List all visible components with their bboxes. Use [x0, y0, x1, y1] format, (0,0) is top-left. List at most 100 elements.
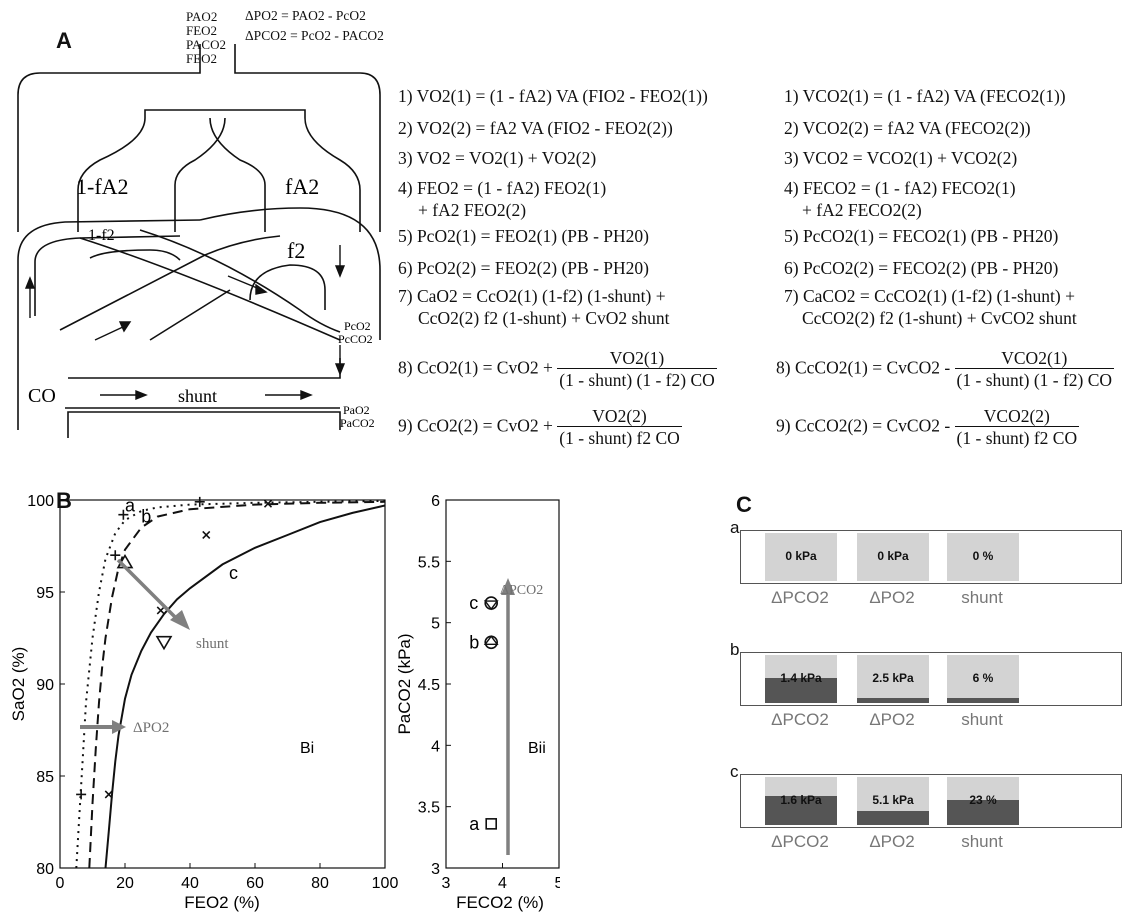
- c-bar-value: 6 %: [972, 671, 994, 685]
- c-bar-value: 5.1 kPa: [872, 793, 914, 807]
- delta-pco2-def: ΔPCO2 = PcO2 - PACO2: [245, 28, 384, 43]
- bi-y-tick-label: 95: [36, 585, 54, 602]
- bi-marker-plus: [110, 550, 121, 561]
- c-bar-name: shunt: [961, 588, 1003, 607]
- o2-eq-4: 4) FEO2 = (1 - fA2) FEO2(1): [398, 178, 607, 198]
- bi-frame: [59, 499, 386, 869]
- c-bar-fill: [857, 810, 929, 825]
- c-bar-bg: 6 %: [947, 655, 1019, 703]
- bii-y-tick-label: 3.5: [418, 800, 440, 817]
- c-bar-bg: 2.5 kPa: [857, 655, 929, 703]
- bii-frame: [445, 499, 560, 869]
- co2-eq-7: 7) CaCO2 = CcCO2(1) (1-f2) (1-shunt) +: [784, 286, 1075, 306]
- bii-panel-tag: Bii: [528, 740, 546, 757]
- bi-y-tick-label: 85: [36, 769, 54, 786]
- top-gas-labels: PAO2 FEO2 PACO2 FEO2: [186, 10, 226, 66]
- bii-x-tick-label: 3: [442, 875, 451, 892]
- bii-y-tick-label: 4: [431, 738, 440, 755]
- c-bar-value: 1.6 kPa: [780, 793, 822, 807]
- label-pao2: PAO2: [186, 9, 218, 24]
- bi-marker-cross: [156, 606, 165, 615]
- delta-po2-annotation: ΔPO2: [133, 720, 169, 736]
- bi-y-tick-label: 90: [36, 677, 54, 694]
- bi-x-axis-label: FEO2 (%): [184, 893, 260, 912]
- c-row-label-b: b: [730, 640, 740, 659]
- co2-eq-4-cont: + fA2 FECO2(2): [802, 200, 922, 220]
- c-row-box-a: 0 kPa 0 kPa 0 %: [740, 530, 1122, 584]
- chart-bi: 0 20 40 60 80 100 80 85 90 95 100 FEO2 (%) SaO2 (%…: [9, 493, 398, 912]
- c-row-box-c: 1.6 kPa 5.1 kPa 23 %: [740, 774, 1122, 828]
- co2-eq-4: 4) FECO2 = (1 - fA2) FECO2(1): [784, 178, 1016, 198]
- label-pcco2: PcCO2: [338, 332, 373, 346]
- label-shunt: shunt: [178, 386, 217, 406]
- c-bar-bg: 1.4 kPa: [765, 655, 837, 703]
- shunt-arrow: [116, 558, 182, 624]
- co2-eq-6: 6) PcCO2(2) = FECO2(2) (PB - PH20): [784, 258, 1059, 278]
- co2-eq-2: 2) VCO2(2) = fA2 VA (FECO2(2)): [784, 118, 1031, 138]
- bi-marker-cross: [104, 790, 113, 799]
- label-feo2-b: FEO2: [186, 51, 218, 66]
- bii-y-tick-label: 5.5: [418, 554, 440, 571]
- bii-y-tick-label: 6: [431, 493, 440, 510]
- c-bar-name: ΔPO2: [869, 588, 915, 607]
- o2-eq-8: 8) CcO2(1) = CvO2 + VO2(1) (1 - shunt) (1…: [398, 348, 717, 390]
- bi-marker-triangle-down: [155, 635, 173, 651]
- label-co: CO: [28, 385, 56, 407]
- c-bar-value: 1.4 kPa: [780, 671, 822, 685]
- c-bar-fill: [947, 800, 1019, 825]
- o2-eq-6: 6) PcO2(2) = FEO2(2) (PB - PH20): [398, 258, 649, 278]
- bii-point-marker-b: [483, 635, 499, 645]
- c-bar-name: ΔPCO2: [771, 588, 829, 607]
- o2-eq-7-cont: CcO2(2) f2 (1-shunt) + CvO2 shunt: [418, 308, 670, 328]
- label-f2: f2: [287, 238, 305, 263]
- o2-eq-5: 5) PcO2(1) = FEO2(1) (PB - PH20): [398, 226, 649, 246]
- chart-bii: 3 4 5 3 3.5 4 4.5 5 5.5 6 a bc FECO2 (%) PaCO2 (kP…: [395, 493, 560, 912]
- bii-point-label-c: c: [469, 593, 478, 613]
- c-bar-value: 0 kPa: [785, 549, 817, 563]
- c-bar-name: ΔPO2: [869, 710, 915, 729]
- bii-y-tick-label: 4.5: [418, 677, 440, 694]
- c-bar-bg: 0 kPa: [765, 533, 837, 581]
- panel-b-charts: 0 20 40 60 80 100 80 85 90 95 100 FEO2 (%) SaO2 (%…: [9, 493, 560, 912]
- delta-po2-def: ΔPO2 = PAO2 - PcO2: [245, 8, 366, 23]
- bii-point-a: [485, 818, 498, 830]
- label-pco2: PcO2: [344, 319, 371, 333]
- panel-c-bars: a 0 kPa 0 kPa 0 % ΔPCO2 ΔPO2 shunt b 1.4 kPa 2.5 …: [726, 518, 1126, 904]
- bii-x-axis-label: FECO2 (%): [456, 893, 544, 912]
- co2-eq-8: 8) CcCO2(1) = CvCO2 - VCO2(1) (1 - shunt)…: [776, 348, 1115, 390]
- bi-y-axis-label: SaO2 (%): [9, 647, 28, 722]
- label-fa2: fA2: [285, 174, 319, 199]
- bi-panel-tag: Bi: [300, 740, 314, 757]
- c-bar-value: 2.5 kPa: [872, 671, 914, 685]
- curve-label-a: a: [125, 495, 136, 515]
- c-bar-name: shunt: [961, 710, 1003, 729]
- delta-po2-arrowhead: [112, 720, 126, 734]
- bi-marker-plus: [118, 509, 129, 520]
- bi-series-b: [88, 500, 386, 869]
- c-bar-fill: [765, 678, 837, 703]
- bii-y-axis-label: PaCO2 (kPa): [395, 633, 414, 734]
- panel-letter-c: C: [736, 492, 752, 517]
- bi-marker-plus: [76, 789, 87, 800]
- c-bar-fill: [857, 698, 929, 703]
- bi-marker-plus: [194, 496, 205, 507]
- bi-marker-cross: [263, 499, 273, 508]
- curve-label-b: b: [141, 506, 151, 526]
- co2-eq-3: 3) VCO2 = VCO2(1) + VCO2(2): [784, 148, 1018, 168]
- delta-definitions: ΔPO2 = PAO2 - PcO2 ΔPCO2 = PcO2 - PACO2: [245, 6, 384, 46]
- bi-x-tick-label: 20: [116, 875, 134, 892]
- panel-letter-a: A: [56, 28, 72, 53]
- bii-y-tick-label: 3: [431, 861, 440, 878]
- delta-pco2-arrowhead: [501, 578, 515, 595]
- c-bar-fill: [947, 697, 1019, 703]
- bii-point-label-a: a: [469, 814, 480, 834]
- c-row-label-c: c: [730, 762, 739, 781]
- c-bar-value: 0 %: [972, 549, 994, 563]
- label-1-f2: 1-f2: [88, 227, 115, 244]
- co2-eq-5: 5) PcCO2(1) = FECO2(1) (PB - PH20): [784, 226, 1059, 246]
- c-row-box-b: 1.4 kPa 2.5 kPa 6 %: [740, 652, 1122, 706]
- shunt-arrowhead: [170, 610, 190, 630]
- c-bar-fill: [765, 796, 837, 825]
- co2-eq-1: 1) VCO2(1) = (1 - fA2) VA (FECO2(1)): [784, 86, 1066, 106]
- label-paco2-art: PaCO2: [340, 416, 375, 430]
